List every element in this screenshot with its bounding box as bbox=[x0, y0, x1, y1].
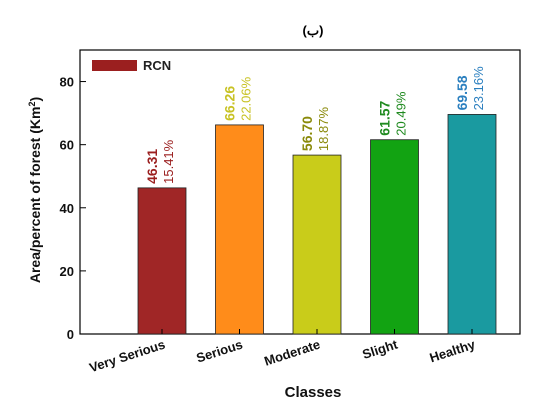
bar-value-label: 66.26 bbox=[222, 86, 238, 121]
x-tick-label: Moderate bbox=[262, 337, 322, 369]
bar bbox=[138, 188, 186, 334]
x-tick-label: Slight bbox=[360, 336, 400, 362]
bar-value-label: 69.58 bbox=[454, 75, 470, 110]
y-axis: 0 20 40 60 80 bbox=[60, 75, 86, 342]
x-tick-label: Healthy bbox=[428, 336, 478, 365]
bar-percent-label: 20.49% bbox=[394, 91, 409, 136]
bar-percent-label: 18.87% bbox=[316, 107, 331, 152]
bar-percent-label: 22.06% bbox=[239, 76, 254, 121]
y-tick-label: 0 bbox=[67, 327, 74, 342]
bar-value-label: 46.31 bbox=[144, 149, 160, 184]
y-axis-label-close: ) bbox=[27, 97, 43, 102]
legend-swatch bbox=[92, 60, 137, 71]
bar bbox=[448, 114, 496, 334]
y-axis-label-main: Area/percent of forest (Km bbox=[27, 107, 43, 284]
y-tick-label: 80 bbox=[60, 75, 74, 90]
y-axis-label: Area/percent of forest (Km2) bbox=[27, 97, 43, 283]
bar bbox=[216, 125, 264, 334]
x-tick-label: Very Serious bbox=[87, 337, 167, 376]
legend-label: RCN bbox=[143, 58, 171, 73]
bar bbox=[371, 140, 419, 334]
x-tick-labels: Very Serious Serious Moderate Slight Healthy bbox=[87, 329, 477, 375]
legend: RCN bbox=[92, 58, 171, 73]
bar-value-label: 61.57 bbox=[377, 100, 393, 135]
bar-value-label: 56.70 bbox=[299, 116, 315, 151]
y-tick-label: 40 bbox=[60, 201, 74, 216]
y-tick-label: 60 bbox=[60, 138, 74, 153]
bar-percent-label: 23.16% bbox=[471, 66, 486, 111]
chart-title: (ب) bbox=[303, 23, 324, 38]
x-tick-label: Serious bbox=[194, 337, 244, 366]
y-tick-label: 20 bbox=[60, 264, 74, 279]
bar bbox=[293, 155, 341, 334]
x-axis-label: Classes bbox=[285, 384, 342, 401]
bar-percent-label: 15.41% bbox=[161, 139, 176, 184]
